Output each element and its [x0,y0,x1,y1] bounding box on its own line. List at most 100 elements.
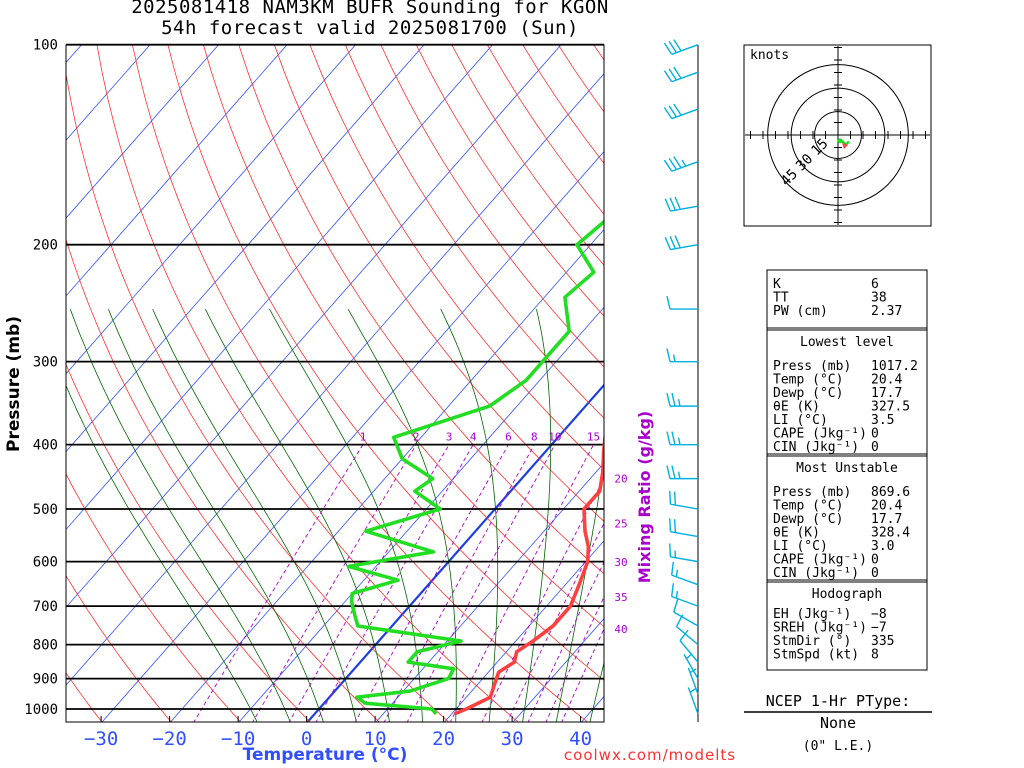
moist-adiabat-line [440,308,499,722]
table-section [766,579,928,671]
dry-adiabat-line [66,238,380,722]
isobars [66,43,604,710]
table-section [766,327,928,457]
table-row-value: 328.4 [871,526,910,541]
isotherm-line [66,45,425,453]
mixing-ratio-label: 8 [531,431,538,444]
dry-adiabat-line [132,45,589,722]
moist-adiabat-line [69,308,291,722]
table-row-value: 0 [871,553,879,568]
wind-barb [670,583,699,607]
isotherm-line [170,228,604,722]
x-axis-ticks: −30 −20 −10 0 10 20 30 40 [84,716,592,750]
plot-frame [65,44,605,723]
dry-adiabat-line [66,473,242,722]
moist-adiabat-line [555,460,604,722]
wind-barb [663,66,699,83]
table-row-value: 20.4 [871,499,902,514]
table-row-label: θE (K) [773,400,820,415]
table-row-label: Temp (°C) [773,499,843,514]
isotherm-line [444,540,604,722]
moist-adiabat-line [66,384,258,722]
table-row-label: LI (°C) [773,413,828,428]
table-row-label: StmSpd (kt) [773,648,859,663]
table-row-value: 17.7 [871,386,902,401]
table-row-label: θE (K) [773,526,820,541]
wind-barb [670,561,699,586]
moist-adiabat-line [205,308,390,722]
table-section [766,269,928,331]
y-tick-label: 800 [33,638,58,654]
indices-table: K 6 TT 38 PW (cm) 2.37 Lowest level Press (mb) 1… [766,269,928,671]
hodograph-start [837,138,843,144]
ptype-note: (0" L.E.) [803,739,873,754]
isotherm-line [66,45,219,219]
y-tick-label: 900 [33,672,58,688]
dry-adiabat-line [273,45,604,522]
x-tick-label: −20 [152,728,186,750]
x-tick-label: 10 [364,728,387,750]
table-row-value: 0 [871,427,879,442]
mixing-ratio-line [315,444,474,722]
wind-barb [666,431,698,446]
y-tick-label: 200 [33,238,58,254]
table-row-value: 1017.2 [871,359,918,374]
table-row-label: CAPE (Jkg⁻¹) [773,553,867,568]
dry-adiabat-line [309,45,604,471]
mixing-ratio-label: 1 [360,431,367,444]
dry-adiabat-line [451,45,604,266]
table-row-label: CIN (Jkg⁻¹) [773,440,859,455]
isotherm-line [375,462,604,722]
mixing-ratio-label: 25 [614,517,627,530]
wind-barb [669,490,699,510]
x-axis-label: Temperature (°C) [243,745,408,765]
moist-adiabat-line [522,309,552,722]
table-row-value: −8 [871,607,887,622]
mixing-ratio-line [506,522,604,722]
wind-barb [663,39,699,55]
wind-barb [669,543,699,563]
mixing-ratio-line [288,444,450,722]
isotherm-line [66,73,604,686]
table-row-value: 869.6 [871,485,910,500]
profiles [346,218,604,716]
chart-subtitle: 54h forecast valid 2025081700 (Sun) [161,17,579,39]
table-row-label: PW (cm) [773,304,828,319]
x-tick-label: 30 [501,728,524,750]
dry-adiabat-line [66,72,450,722]
mixing-ratio-line [545,596,604,722]
isotherm-line [66,45,493,531]
table-row-value: 3.5 [871,413,894,428]
x-tick-label: −10 [221,728,255,750]
moist-adiabat-line [589,661,604,722]
y-tick-label: 700 [33,599,58,615]
table-row-value: 17.7 [871,512,902,527]
wind-barb [687,687,699,715]
dry-adiabat-line [66,363,311,722]
moist-adiabat-line [108,308,324,722]
table-row-label: CIN (Jkg⁻¹) [773,566,859,581]
isotherm-line [238,306,604,722]
table-section-title: Lowest level [800,335,894,350]
table-row-value: 2.37 [871,304,902,319]
mixing-ratio-label: 30 [614,556,627,569]
mixing-ratio-label: 2 [413,431,420,444]
mixing-ratio-labels: 1 2 3 4 6 8 10 15 20 25 30 35 40 [360,431,628,636]
y-axis-ticks: 100 200 300 400 500 600 700 800 900 1000 [24,38,58,718]
y-tick-label: 100 [33,38,58,54]
mixing-ratio-line [406,444,556,722]
isotherm-line [306,383,604,722]
background-lines [66,45,604,722]
wind-barb [664,196,699,212]
storm-motion-marker [842,143,848,149]
mixing-ratio-line [449,444,594,722]
table-row-label: Press (mb) [773,485,851,500]
table-row-value: 0 [871,566,879,581]
wind-barb [664,235,699,251]
table-row-label: Dewp (°C) [773,512,843,527]
wind-barb [666,348,698,363]
footer-credit[interactable]: coolwx.com/modelts [564,746,736,764]
dry-adiabat-line [238,45,604,575]
wind-barb [669,518,699,538]
